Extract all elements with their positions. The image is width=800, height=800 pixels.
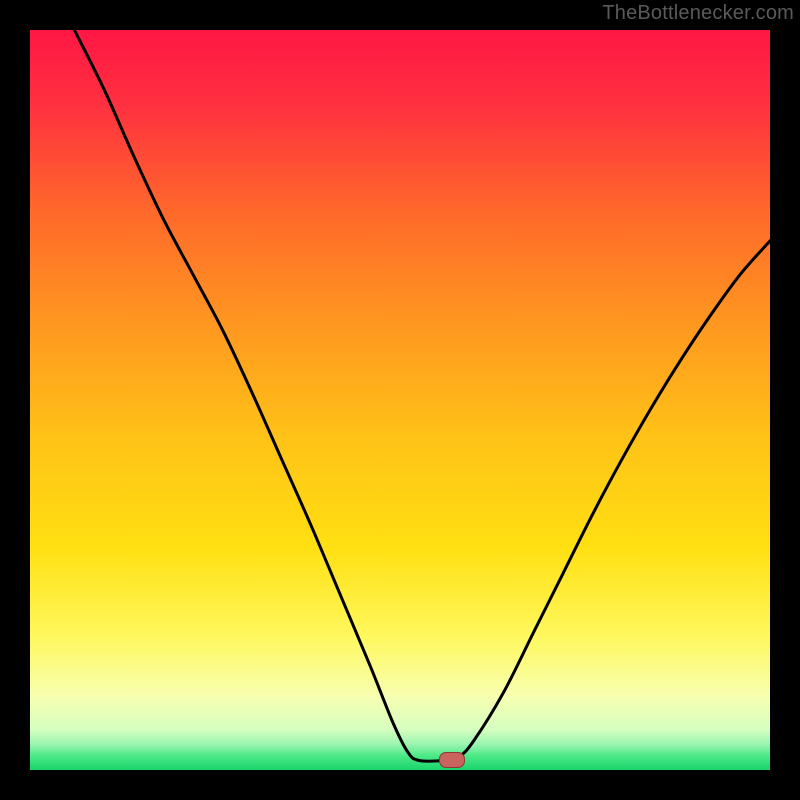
optimal-marker xyxy=(439,752,465,768)
watermark-text: TheBottlenecker.com xyxy=(602,2,794,25)
chart-frame: TheBottlenecker.com xyxy=(0,0,800,800)
bottleneck-curve xyxy=(74,30,770,761)
curve-layer xyxy=(30,30,770,770)
plot-area xyxy=(30,30,770,770)
